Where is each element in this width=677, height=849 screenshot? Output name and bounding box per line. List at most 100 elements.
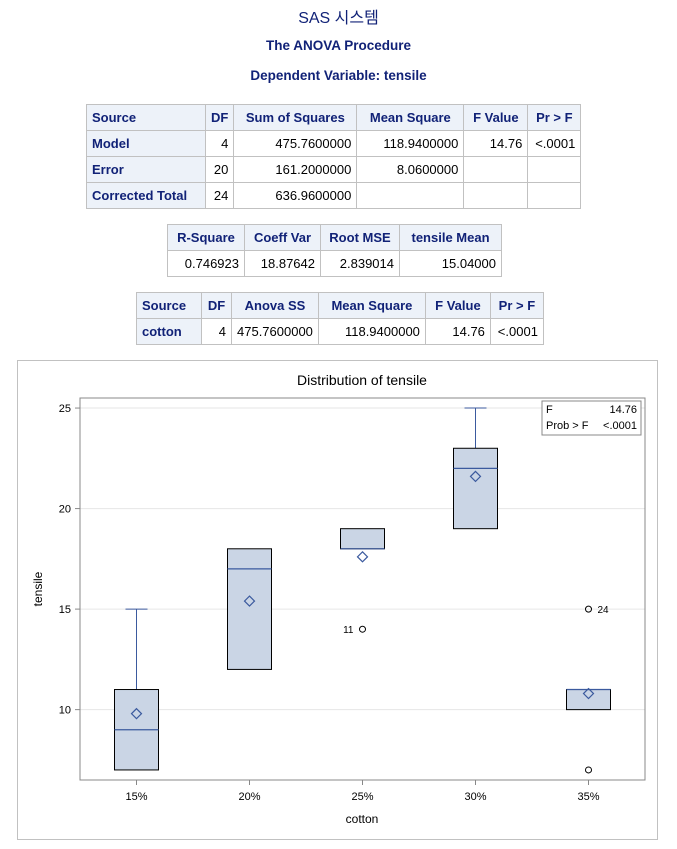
- cell-ms: [356, 182, 465, 209]
- plot-area: [79, 397, 646, 781]
- box-group: [453, 407, 498, 530]
- box-iqr: [566, 689, 611, 711]
- row-source: Model: [86, 130, 206, 157]
- x-axis: 15% 20% 25% 30% 35%: [125, 780, 600, 803]
- type-header-row: Source DF Anova SS Mean Square F Value P…: [136, 292, 544, 319]
- cell-ms: 118.9400000: [356, 130, 465, 157]
- cell-p: [527, 182, 582, 209]
- col-p: Pr > F: [527, 104, 582, 131]
- outlier-point: [585, 605, 592, 613]
- table-row: Corrected Total 24 636.9600000: [86, 182, 582, 209]
- box-iqr: [340, 528, 385, 550]
- col-anova-ss: Anova SS: [231, 292, 319, 319]
- col-f: F Value: [424, 292, 491, 319]
- x-axis-label: cotton: [346, 812, 379, 826]
- row-source: Error: [86, 156, 206, 183]
- y-axis-label: tensile: [31, 571, 45, 606]
- fit-header-row: R-Square Coeff Var Root MSE tensile Mean: [167, 224, 502, 251]
- cell-ss: 475.7600000: [233, 130, 358, 157]
- inset-p-value: <.0001: [603, 420, 637, 432]
- anova-header-row: Source DF Sum of Squares Mean Square F V…: [86, 104, 582, 131]
- mean-marker: [243, 595, 256, 607]
- cell-f: 14.76: [424, 318, 491, 345]
- inset-f-label: F: [546, 404, 553, 416]
- boxes: 11 24: [114, 407, 611, 774]
- box-iqr: [453, 447, 498, 530]
- col-f: F Value: [463, 104, 529, 131]
- col-root-mse: Root MSE: [320, 224, 400, 251]
- mean-marker: [130, 707, 143, 720]
- boxplot-chart: Distribution of tensile 10 15 20 25 15% 20% 2…: [31, 372, 646, 826]
- col-tensile-mean: tensile Mean: [399, 224, 502, 251]
- y-tick-label: 10: [59, 705, 71, 717]
- gridlines: [80, 407, 645, 711]
- row-source: cotton: [136, 318, 202, 345]
- cell-r-square: 0.746923: [167, 250, 245, 277]
- table-row: cotton 4 475.7600000 118.9400000 14.76 <…: [136, 318, 544, 345]
- mean-marker: [356, 550, 369, 563]
- inset-f-value: 14.76: [609, 404, 637, 416]
- cell-df: 4: [201, 318, 232, 345]
- x-tick-label: 35%: [577, 791, 599, 803]
- cell-ms: 8.0600000: [356, 156, 465, 183]
- cell-df: 4: [204, 130, 235, 157]
- row-source: Corrected Total: [86, 182, 206, 209]
- col-r-square: R-Square: [167, 224, 245, 251]
- cell-ss: 475.7600000: [231, 318, 319, 345]
- inset-p-label: Prob > F: [546, 420, 589, 432]
- table-row: Model 4 475.7600000 118.9400000 14.76 <.…: [86, 130, 582, 157]
- outlier-label: 24: [598, 605, 610, 616]
- y-tick-label: 15: [59, 604, 71, 616]
- fit-statistics-table: R-Square Coeff Var Root MSE tensile Mean…: [167, 224, 502, 277]
- cell-f: [463, 156, 529, 183]
- box-group: 24: [566, 605, 611, 774]
- col-source: Source: [86, 104, 206, 131]
- cell-coeff-var: 18.87642: [244, 250, 321, 277]
- anova-table: Source DF Sum of Squares Mean Square F V…: [86, 104, 582, 209]
- col-source: Source: [136, 292, 202, 319]
- y-tick-label: 20: [59, 504, 71, 516]
- cell-f: 14.76: [463, 130, 529, 157]
- x-tick-label: 30%: [464, 791, 486, 803]
- boxplot-panel: Distribution of tensile 10 15 20 25 15% 20% 2…: [17, 360, 658, 840]
- cell-ss: 161.2000000: [233, 156, 358, 183]
- cell-df: 24: [204, 182, 235, 209]
- cell-ss: 636.9600000: [233, 182, 358, 209]
- mean-marker: [582, 687, 595, 700]
- col-ss: Sum of Squares: [233, 104, 358, 131]
- col-coeff-var: Coeff Var: [244, 224, 321, 251]
- table-row: 0.746923 18.87642 2.839014 15.04000: [167, 250, 502, 277]
- cell-root-mse: 2.839014: [320, 250, 400, 277]
- system-title: SAS 시스템: [298, 10, 379, 27]
- box-group: 11: [340, 528, 385, 636]
- inset-box: [541, 400, 642, 436]
- cell-df: 20: [204, 156, 235, 183]
- procedure-title: The ANOVA Procedure: [265, 38, 412, 53]
- stats-inset: F 14.76 Prob > F <.0001: [541, 400, 642, 436]
- box-group: [114, 608, 159, 771]
- outlier-point: [359, 625, 366, 633]
- table-row: Error 20 161.2000000 8.0600000: [86, 156, 582, 183]
- box-iqr: [227, 548, 272, 670]
- cell-p: [527, 156, 582, 183]
- col-ms: Mean Square: [317, 292, 426, 319]
- cell-p: <.0001: [489, 318, 544, 345]
- x-tick-label: 20%: [238, 791, 260, 803]
- y-tick-label: 25: [59, 403, 71, 415]
- outlier-point: [585, 766, 592, 774]
- col-p: Pr > F: [489, 292, 544, 319]
- y-axis: 10 15 20 25: [59, 403, 80, 717]
- col-df: DF: [201, 292, 232, 319]
- cell-tensile-mean: 15.04000: [399, 250, 502, 277]
- type-ss-table: Source DF Anova SS Mean Square F Value P…: [136, 292, 544, 345]
- outlier-label: 11: [343, 625, 354, 636]
- mean-marker: [469, 470, 482, 483]
- cell-ms: 118.9400000: [317, 318, 426, 345]
- x-tick-label: 15%: [125, 791, 147, 803]
- x-tick-label: 25%: [351, 791, 373, 803]
- chart-title: Distribution of tensile: [297, 372, 427, 388]
- col-ms: Mean Square: [356, 104, 465, 131]
- cell-p: <.0001: [527, 130, 582, 157]
- box-group: [227, 548, 272, 670]
- cell-f: [463, 182, 529, 209]
